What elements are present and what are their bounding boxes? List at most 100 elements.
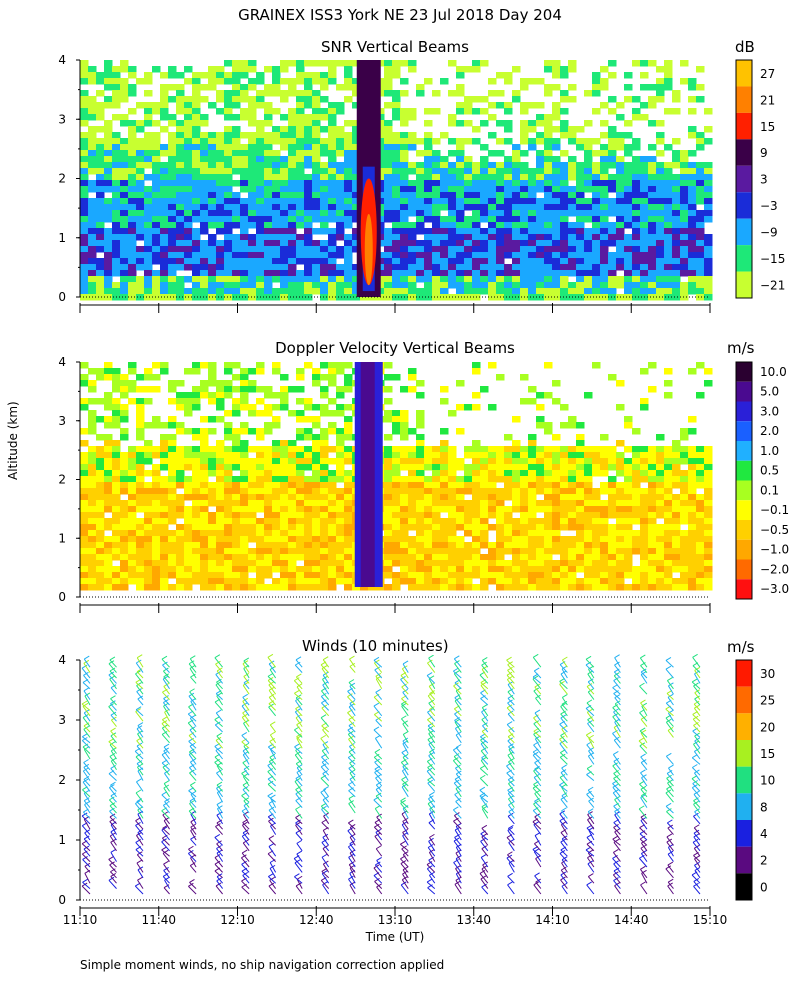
snr-cell <box>320 108 329 115</box>
snr-cell <box>672 294 681 301</box>
snr-cell <box>168 144 177 151</box>
snr-cell <box>240 270 249 277</box>
doppler-cell <box>264 566 273 573</box>
snr-cell <box>288 60 297 67</box>
doppler-cell <box>480 482 489 489</box>
doppler-cell <box>248 584 257 591</box>
doppler-cell <box>440 518 449 525</box>
snr-cell <box>688 234 697 241</box>
doppler-cell <box>616 500 625 507</box>
snr-cell <box>448 174 457 181</box>
snr-cell <box>320 150 329 157</box>
doppler-cell <box>216 494 225 501</box>
doppler-cell <box>336 458 345 465</box>
doppler-cell <box>608 482 617 489</box>
snr-cell <box>296 120 305 127</box>
doppler-cell <box>456 560 465 567</box>
snr-cell <box>544 276 553 283</box>
snr-cell <box>120 84 129 91</box>
snr-cell <box>592 240 601 247</box>
snr-cell <box>224 90 233 97</box>
snr-cell <box>400 216 409 223</box>
doppler-cell <box>120 464 129 471</box>
doppler-cell <box>216 446 225 453</box>
snr-cell <box>320 192 329 199</box>
doppler-cell <box>640 536 649 543</box>
snr-cell <box>696 240 705 247</box>
wind-barb <box>83 762 91 771</box>
doppler-cell <box>144 512 153 519</box>
doppler-cell <box>280 518 289 525</box>
snr-cell <box>656 264 665 271</box>
doppler-cell <box>608 446 617 453</box>
doppler-cell <box>704 536 713 543</box>
snr-cell <box>184 264 193 271</box>
doppler-cell <box>280 572 289 579</box>
doppler-cell <box>544 518 553 525</box>
doppler-cell <box>536 572 545 579</box>
doppler-cell <box>576 566 585 573</box>
doppler-cell <box>128 572 137 579</box>
snr-cell <box>392 60 401 67</box>
snr-cell <box>392 258 401 265</box>
doppler-cell <box>216 542 225 549</box>
doppler-cell <box>528 458 537 465</box>
snr-cell <box>544 168 553 175</box>
snr-cell <box>432 234 441 241</box>
doppler-cell <box>280 494 289 501</box>
snr-cell <box>568 240 577 247</box>
doppler-cell <box>640 512 649 519</box>
snr-cell <box>656 132 665 139</box>
snr-cell <box>256 138 265 145</box>
snr-cell <box>312 216 321 223</box>
doppler-cell <box>552 578 561 585</box>
snr-cell <box>320 252 329 259</box>
snr-cell <box>96 264 105 271</box>
doppler-column-inner <box>360 362 375 587</box>
doppler-cell <box>400 410 409 417</box>
doppler-cell <box>424 524 433 531</box>
snr-cell <box>392 294 401 301</box>
snr-cell <box>384 270 393 277</box>
snr-cell <box>680 162 689 169</box>
snr-cell <box>640 216 649 223</box>
snr-cell <box>416 84 425 91</box>
snr-cell <box>440 228 449 235</box>
snr-cell <box>424 186 433 193</box>
doppler-cell <box>496 464 505 471</box>
snr-cell <box>88 240 97 247</box>
colorbar-label: −21 <box>760 278 785 292</box>
colorbar-swatch <box>736 60 752 87</box>
doppler-cell <box>648 572 657 579</box>
snr-cell <box>208 150 217 157</box>
doppler-cell <box>120 482 129 489</box>
snr-cell <box>632 210 641 217</box>
doppler-cell <box>480 494 489 501</box>
doppler-cell <box>640 458 649 465</box>
wind-barb-flag <box>82 856 88 860</box>
doppler-cell <box>584 470 593 477</box>
snr-cell <box>168 270 177 277</box>
snr-cell <box>632 114 641 121</box>
snr-cell <box>240 204 249 211</box>
snr-cell <box>128 192 137 199</box>
snr-cell <box>216 108 225 115</box>
doppler-cell <box>152 578 161 585</box>
doppler-cell <box>144 398 153 405</box>
doppler-cell <box>96 542 105 549</box>
snr-cell <box>80 120 89 127</box>
snr-cell <box>352 90 361 97</box>
snr-cell <box>144 78 153 85</box>
doppler-cell <box>312 518 321 525</box>
snr-cell <box>200 276 209 283</box>
snr-cell <box>608 144 617 151</box>
doppler-cell <box>280 488 289 495</box>
snr-cell <box>312 228 321 235</box>
snr-cell <box>696 84 705 91</box>
doppler-cell <box>400 512 409 519</box>
snr-cell <box>80 102 89 109</box>
snr-cell <box>416 216 425 223</box>
doppler-cell <box>424 530 433 537</box>
snr-cell <box>552 252 561 259</box>
snr-cell <box>160 150 169 157</box>
